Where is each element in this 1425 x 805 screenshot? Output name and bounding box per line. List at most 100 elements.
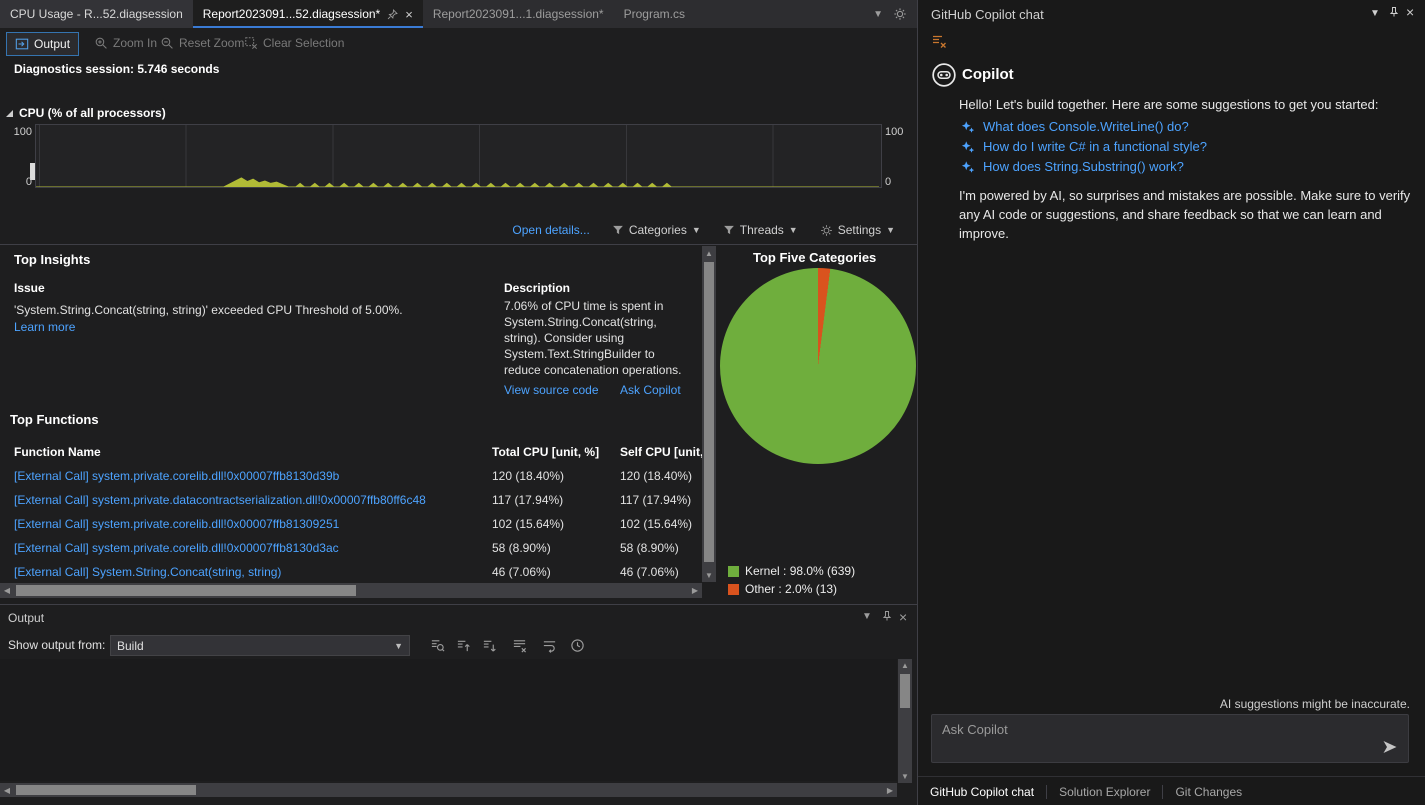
- cpu-section-header[interactable]: CPU (% of all processors): [6, 106, 166, 120]
- suggestion-link[interactable]: How does String.Substring() work?: [983, 159, 1184, 174]
- cpu-y-max-left: 100: [13, 126, 32, 138]
- tab-separator: [1046, 784, 1048, 799]
- suggestion-item[interactable]: How does String.Substring() work?: [961, 159, 1184, 174]
- tab-program-cs[interactable]: Program.cs: [614, 0, 695, 28]
- function-row-name[interactable]: [External Call] system.private.corelib.d…: [14, 541, 339, 555]
- tabstrip-gear-icon[interactable]: [893, 7, 907, 21]
- categories-dropdown[interactable]: Categories ▼: [612, 223, 701, 237]
- close-tab-icon[interactable]: ×: [405, 6, 413, 22]
- next-message-icon[interactable]: [480, 636, 498, 654]
- issue-text: 'System.String.Concat(string, string)' e…: [14, 303, 403, 317]
- copilot-close-icon[interactable]: ×: [1406, 4, 1415, 20]
- suggestion-link[interactable]: What does Console.WriteLine() do?: [983, 119, 1189, 134]
- scroll-right-arrow[interactable]: ▶: [886, 785, 894, 795]
- zoom-in-icon: [94, 36, 108, 50]
- output-source-value: Build: [117, 638, 144, 653]
- copilot-title: Copilot: [962, 66, 1014, 83]
- function-row-name[interactable]: [External Call] system.private.corelib.d…: [14, 469, 340, 483]
- clear-all-icon[interactable]: [510, 636, 528, 654]
- suggestion-link[interactable]: How do I write C# in a functional style?: [983, 139, 1207, 154]
- legend-label-other: Other : 2.0% (13): [745, 582, 838, 596]
- tab-label: CPU Usage - R...52.diagsession: [10, 7, 183, 21]
- reset-zoom-icon: [160, 36, 174, 50]
- tab-git-changes[interactable]: Git Changes: [1175, 784, 1243, 799]
- settings-dropdown[interactable]: Settings ▼: [820, 223, 895, 237]
- output-source-combo[interactable]: Build ▼: [110, 635, 410, 656]
- chevron-down-icon: ▼: [886, 225, 895, 235]
- function-row-total: 102 (15.64%): [492, 517, 565, 531]
- suggestion-item[interactable]: How do I write C# in a functional style?: [961, 139, 1207, 154]
- timestamp-clock-icon[interactable]: [568, 636, 586, 654]
- document-tabstrip: CPU Usage - R...52.diagsession Report202…: [0, 0, 917, 28]
- function-row-name[interactable]: [External Call] System.String.Concat(str…: [14, 565, 282, 579]
- function-row-total: 46 (7.06%): [492, 565, 551, 579]
- scroll-left-arrow[interactable]: ◀: [3, 785, 11, 795]
- scrollbar-thumb[interactable]: [16, 585, 356, 596]
- copilot-pin-icon[interactable]: [1388, 6, 1400, 18]
- col-total-cpu: Total CPU [unit, %]: [492, 445, 600, 459]
- cpu-usage-chart[interactable]: [35, 124, 882, 188]
- function-row-self: 117 (17.94%): [620, 493, 692, 507]
- function-row-total: 58 (8.90%): [492, 541, 551, 555]
- description-text: 7.06% of CPU time is spent in System.Str…: [504, 299, 682, 377]
- function-row-self: 102 (15.64%): [620, 517, 693, 531]
- clear-conversation-icon[interactable]: [931, 33, 947, 49]
- function-row-self: 58 (8.90%): [620, 541, 679, 555]
- learn-more-link[interactable]: Learn more: [14, 320, 76, 334]
- copilot-chevron-icon[interactable]: ▼: [1370, 8, 1380, 19]
- scroll-right-arrow[interactable]: ▶: [691, 586, 699, 595]
- reset-zoom-button[interactable]: Reset Zoom: [152, 32, 252, 54]
- word-wrap-icon[interactable]: [540, 636, 558, 654]
- output-close-icon[interactable]: ×: [899, 609, 908, 625]
- session-start-marker[interactable]: [30, 163, 35, 180]
- scroll-down-arrow[interactable]: ▼: [901, 772, 909, 781]
- tab-label: Report2023091...52.diagsession*: [202, 7, 381, 21]
- scrollbar-thumb[interactable]: [704, 262, 714, 562]
- sparkle-icon: [961, 140, 975, 154]
- view-source-code-link[interactable]: View source code: [504, 383, 599, 397]
- scroll-up-arrow[interactable]: ▲: [901, 661, 909, 670]
- chevron-down-icon: ▼: [394, 640, 403, 651]
- scrollbar-thumb[interactable]: [900, 674, 910, 708]
- tab-github-copilot-chat[interactable]: GitHub Copilot chat: [930, 784, 1035, 799]
- ask-copilot-input[interactable]: [940, 721, 1364, 738]
- insights-horizontal-scrollbar[interactable]: ◀ ▶: [0, 583, 702, 598]
- collapse-triangle-icon[interactable]: [6, 109, 13, 117]
- tab-report-active[interactable]: Report2023091...52.diagsession* ×: [192, 0, 423, 28]
- suggestion-item[interactable]: What does Console.WriteLine() do?: [961, 119, 1189, 134]
- output-pin-icon[interactable]: [881, 610, 893, 622]
- pin-icon[interactable]: [387, 8, 399, 20]
- function-row-name[interactable]: [External Call] system.private.datacontr…: [14, 493, 426, 507]
- function-row-name[interactable]: [External Call] system.private.corelib.d…: [14, 517, 340, 531]
- col-self-cpu: Self CPU [unit, %]: [620, 445, 702, 459]
- clear-selection-label: Clear Selection: [263, 36, 345, 50]
- copilot-input-box[interactable]: [931, 714, 1409, 763]
- scroll-left-arrow[interactable]: ◀: [3, 586, 11, 595]
- threads-dropdown[interactable]: Threads ▼: [723, 223, 798, 237]
- output-vertical-scrollbar[interactable]: ▲ ▼: [898, 659, 912, 783]
- zoom-in-button[interactable]: Zoom In: [86, 32, 165, 54]
- output-text-area[interactable]: [0, 659, 897, 781]
- find-message-icon[interactable]: [428, 636, 446, 654]
- tab-label: Report2023091...1.diagsession*: [432, 7, 604, 21]
- output-horizontal-scrollbar[interactable]: ◀ ▶: [0, 783, 897, 797]
- output-toggle-button[interactable]: Output: [6, 32, 80, 56]
- timeline-ruler[interactable]: 1s 2s 3s 4s 5s: [0, 80, 917, 180]
- output-chevron-icon[interactable]: ▼: [862, 611, 872, 622]
- tab-list-chevron-icon[interactable]: ▼: [873, 8, 883, 20]
- insights-vertical-scrollbar[interactable]: ▲ ▼: [702, 246, 716, 582]
- previous-message-icon[interactable]: [454, 636, 472, 654]
- scroll-up-arrow[interactable]: ▲: [705, 248, 713, 258]
- tab-solution-explorer[interactable]: Solution Explorer: [1059, 784, 1151, 799]
- scroll-down-arrow[interactable]: ▼: [705, 570, 713, 580]
- scrollbar-thumb[interactable]: [16, 785, 196, 795]
- copilot-chat-panel: GitHub Copilot chat ▼ × Copilot Hello! L…: [917, 0, 1425, 805]
- clear-selection-button[interactable]: Clear Selection: [236, 32, 352, 54]
- send-icon[interactable]: [1382, 739, 1398, 755]
- open-details-link[interactable]: Open details...: [512, 223, 590, 237]
- copilot-panel-title: GitHub Copilot chat: [931, 7, 1044, 22]
- tab-cpu-usage[interactable]: CPU Usage - R...52.diagsession: [0, 0, 193, 28]
- copilot-greeting: Hello! Let's build together. Here are so…: [959, 97, 1379, 112]
- ask-copilot-link[interactable]: Ask Copilot: [620, 383, 681, 397]
- tab-report-2[interactable]: Report2023091...1.diagsession*: [423, 0, 614, 28]
